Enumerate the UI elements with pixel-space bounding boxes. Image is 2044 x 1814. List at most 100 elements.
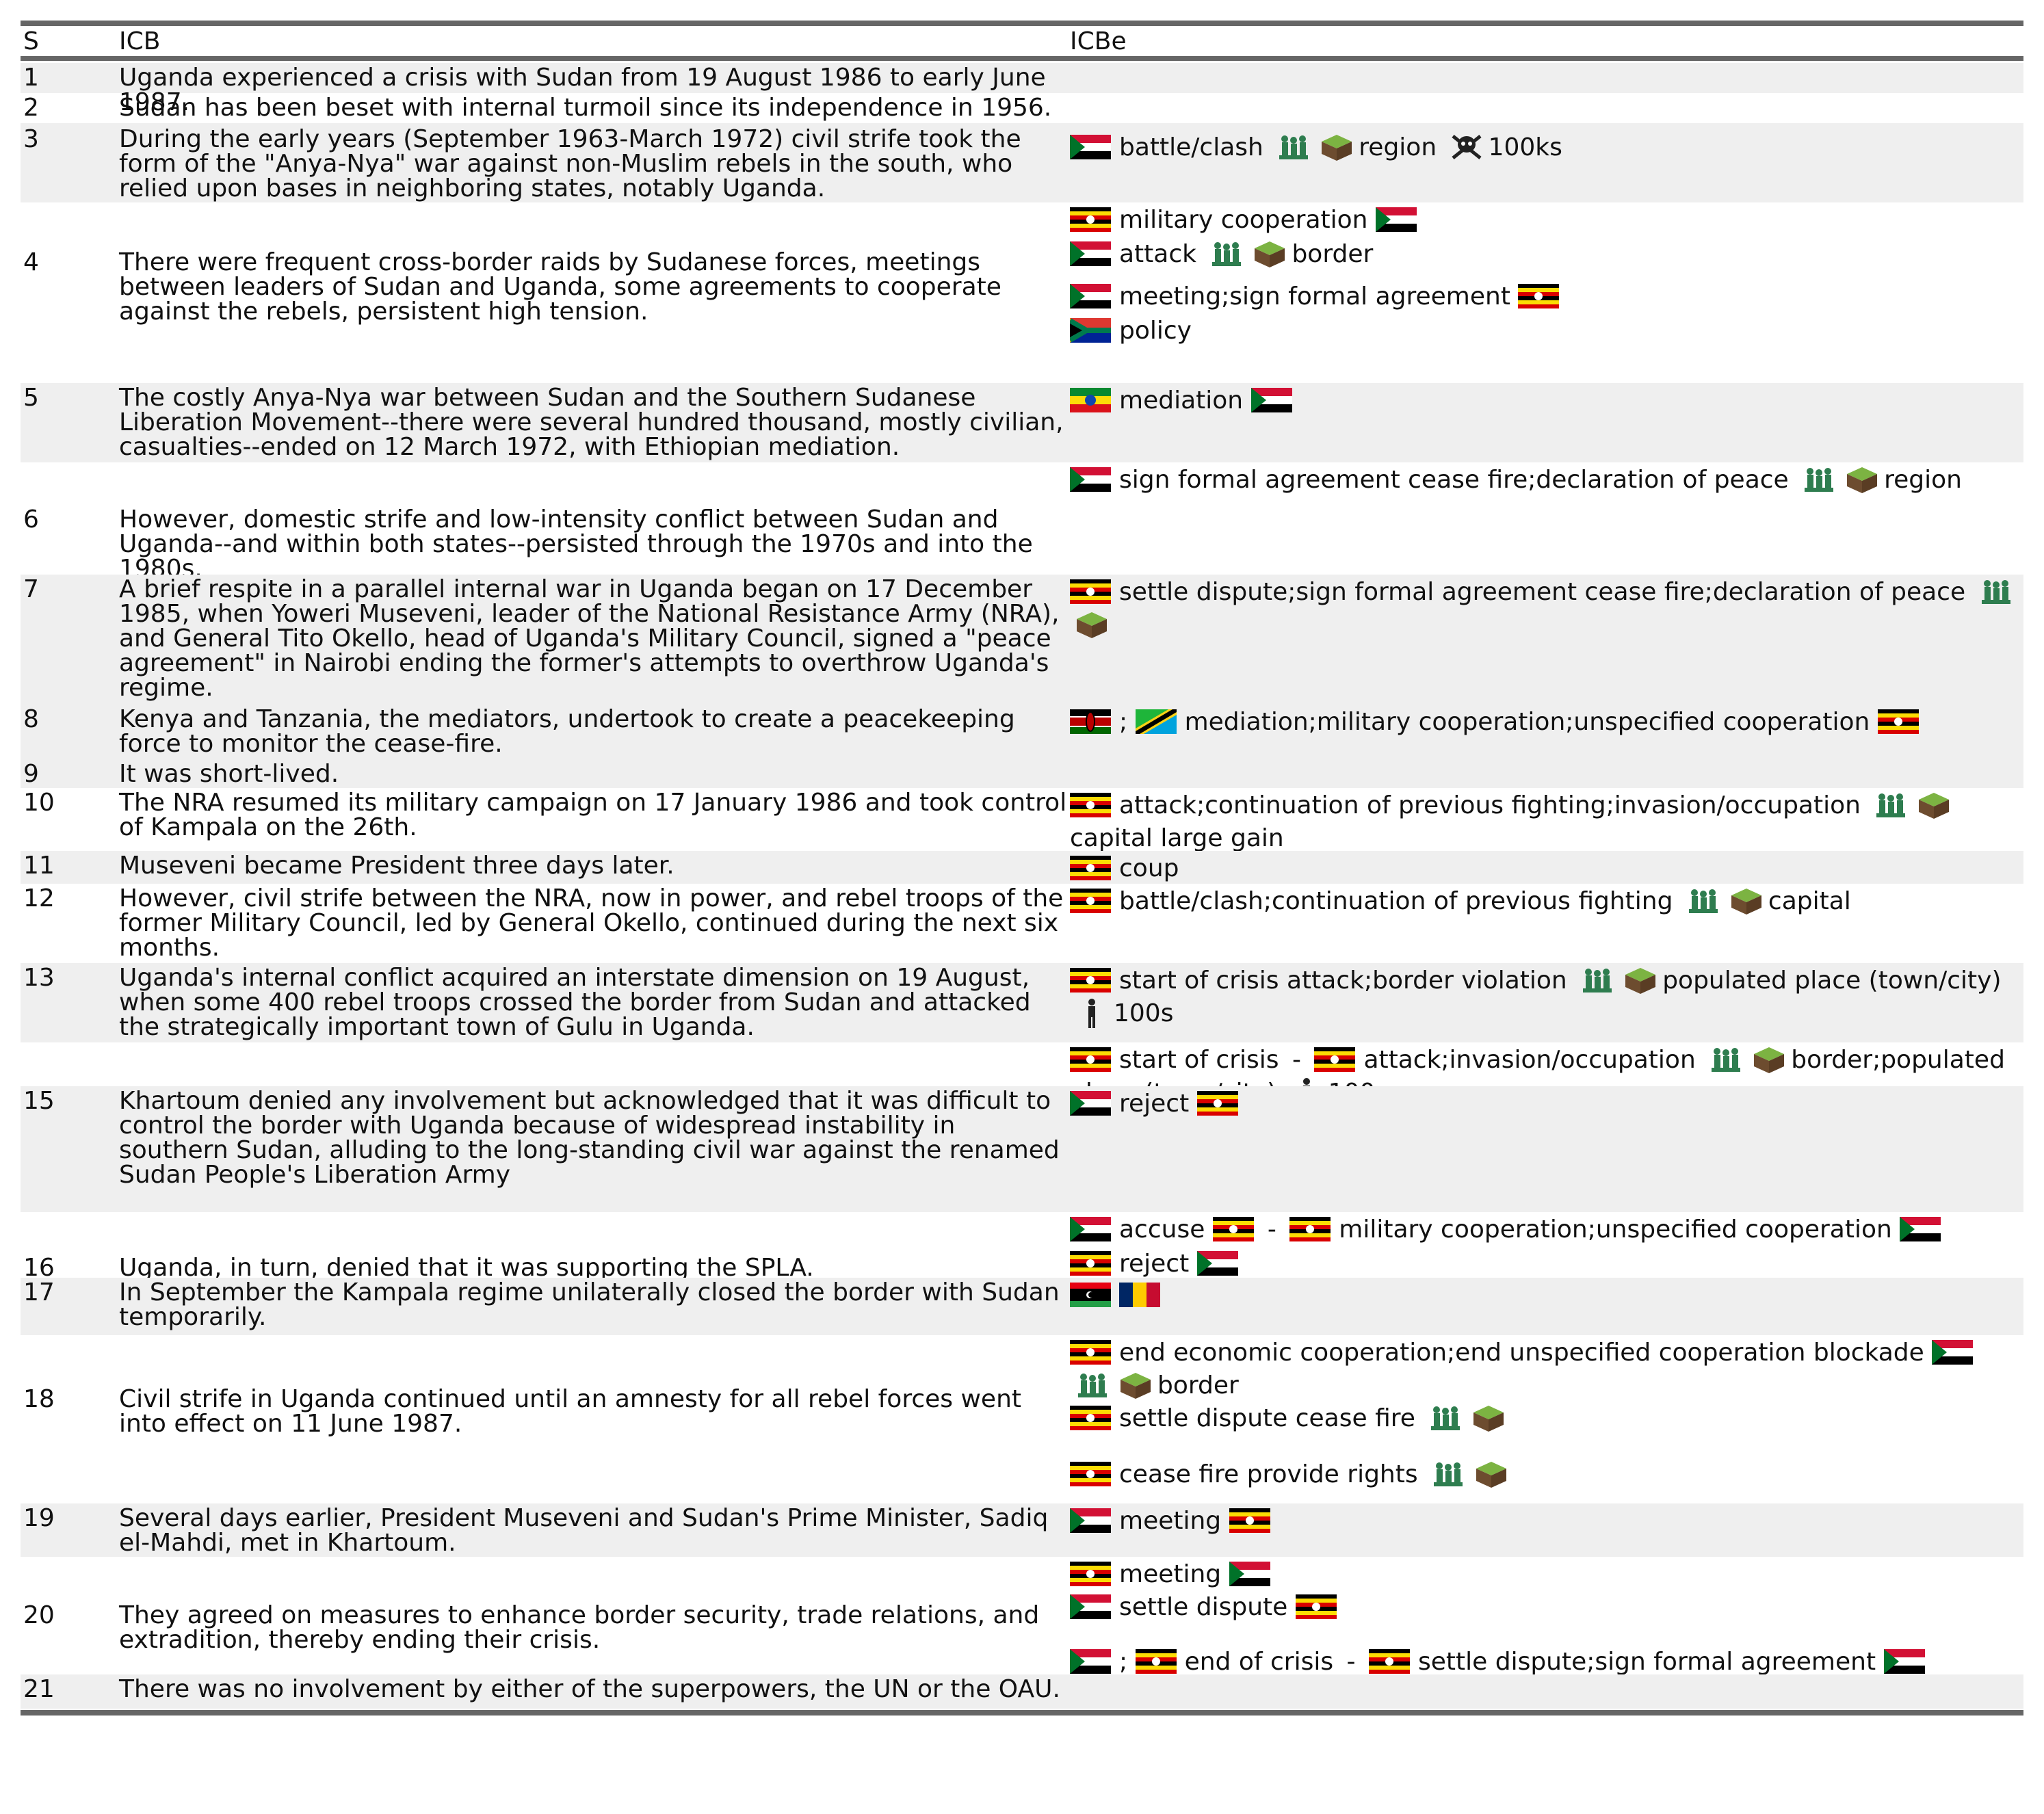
row-s-number: 16 <box>23 1254 55 1282</box>
row-icb-text: Khartoum denied any involvement but ackn… <box>119 1087 1060 1189</box>
table-row: 12 However, civil strife between the NRA,… <box>21 884 2023 963</box>
icbe-event: coup <box>1070 852 2021 885</box>
territory-icon <box>1623 965 1658 995</box>
table-bottom-rule <box>21 1710 2023 1716</box>
event-text: policy <box>1119 317 1192 345</box>
icbe-event <box>1070 1279 2021 1312</box>
row-s-number: 20 <box>23 1601 55 1629</box>
table-row: 5 The costly Anya-Nya war between Sudan a… <box>21 383 2023 462</box>
row-s-number: 18 <box>23 1385 55 1413</box>
territory-icon <box>1319 132 1354 162</box>
flag-uganda-icon <box>1212 1217 1254 1241</box>
event-text: - <box>1267 1215 1285 1244</box>
row-s-number: 11 <box>23 852 55 880</box>
icbe-event: end economic cooperation;end unspecified… <box>1070 1337 2021 1402</box>
flag-sudan-icon <box>1196 1251 1238 1276</box>
event-text: 100ks <box>1488 133 1562 161</box>
troops-icon <box>1872 790 1908 820</box>
event-text: region <box>1884 466 1962 494</box>
skull-crossbones-icon <box>1449 132 1484 162</box>
header-s: S <box>23 27 39 55</box>
flag-libya-icon <box>1070 1283 1111 1307</box>
territory-icon <box>1252 239 1287 269</box>
header-icbe: ICBe <box>1070 27 1127 55</box>
event-text: meeting <box>1119 1560 1229 1588</box>
event-text: cease fire provide rights <box>1119 1460 1426 1488</box>
row-icb-text: Kenya and Tanzania, the mediators, under… <box>119 705 1015 758</box>
territory-icon <box>1844 464 1880 495</box>
event-text: settle dispute;sign formal agreement cea… <box>1119 578 1974 606</box>
event-text: mediation <box>1119 386 1251 415</box>
flag-uganda-icon <box>1070 1251 1111 1276</box>
flag-sudan-icon <box>1070 1217 1111 1241</box>
flag-sudan-icon <box>1883 1649 1925 1674</box>
icbe-event: sign formal agreement cease fire;declara… <box>1070 464 2021 497</box>
flag-uganda-icon <box>1070 856 1111 880</box>
icbe-event: battle/clash;continuation of previous fi… <box>1070 885 2021 918</box>
row-s-number: 3 <box>23 125 39 153</box>
row-icb-text: Uganda's internal conflict acquired an i… <box>119 964 1031 1041</box>
table-row: 15 Khartoum denied any involvement but ac… <box>21 1086 2023 1212</box>
event-text: - <box>1346 1648 1363 1676</box>
table-row: 14Museveni accused Sudan of supporting t… <box>21 1042 2023 1153</box>
event-text: settle dispute <box>1119 1593 1296 1621</box>
row-s-number: 13 <box>23 964 55 992</box>
flag-sudan-icon <box>1070 467 1111 492</box>
event-text: meeting;sign formal agreement <box>1119 282 1519 311</box>
row-s-number: 6 <box>23 505 39 534</box>
event-text: settle dispute;sign formal agreement <box>1417 1648 1884 1676</box>
event-text: start of crisis attack;border violation <box>1119 967 1575 995</box>
row-s-number: 17 <box>23 1278 55 1306</box>
event-text: battle/clash <box>1119 133 1272 161</box>
row-icb-text: A brief respite in a parallel internal w… <box>119 575 1060 702</box>
row-s-number: 8 <box>23 705 39 733</box>
event-text: reject <box>1119 1090 1197 1118</box>
flag-sudan-icon <box>1229 1562 1270 1586</box>
flag-uganda-icon <box>1070 889 1111 913</box>
event-text: attack;invasion/occupation <box>1363 1046 1704 1074</box>
row-icb-text: Civil strife in Uganda continued until a… <box>119 1385 1022 1438</box>
territory-icon <box>1471 1403 1506 1433</box>
flag-sudan-icon <box>1070 284 1111 308</box>
event-text: settle dispute cease fire <box>1119 1404 1424 1432</box>
icbe-event: settle dispute cease fire <box>1070 1402 2021 1435</box>
table-row: 11 Museveni became President three days l… <box>21 851 2023 884</box>
icbe-event: policy <box>1070 315 2021 347</box>
table-row: 21 There was no involvement by either of … <box>21 1674 2023 1709</box>
table-row: 16 Uganda, in turn, denied that it was su… <box>21 1212 2023 1282</box>
event-text: region <box>1359 133 1445 161</box>
troops-icon <box>1430 1459 1465 1489</box>
row-s-number: 4 <box>23 248 39 276</box>
flag-uganda-icon <box>1368 1649 1410 1674</box>
event-text: capital large gain <box>1070 824 1284 852</box>
table-row: 4 There were frequent cross-border raids … <box>21 202 2023 383</box>
row-icb-text: They agreed on measures to enhance borde… <box>119 1601 1040 1654</box>
event-text: reject <box>1119 1250 1197 1278</box>
icbe-event: ; mediation;military cooperation;unspeci… <box>1070 706 2021 739</box>
flag-uganda-icon <box>1135 1649 1177 1674</box>
flag-ethiopia-icon <box>1070 388 1111 412</box>
event-text: ; <box>1119 1648 1136 1676</box>
event-text: populated place (town/city) <box>1662 967 2002 995</box>
event-text: attack;continuation of previous fighting… <box>1119 791 1869 819</box>
flag-uganda-icon <box>1070 1562 1111 1586</box>
row-s-number: 12 <box>23 884 55 912</box>
troops-icon <box>1208 239 1244 269</box>
flag-sudan-icon <box>1932 1340 1974 1365</box>
territory-icon <box>1729 886 1764 916</box>
icbe-event: military cooperation <box>1070 204 2021 237</box>
event-text: mediation;military cooperation;unspecifi… <box>1184 708 1878 736</box>
table-row: 7 A brief respite in a parallel internal … <box>21 575 2023 705</box>
icbe-event: meeting <box>1070 1505 2021 1538</box>
person-icon <box>1074 998 1110 1028</box>
territory-icon <box>1751 1044 1787 1075</box>
row-s-number: 7 <box>23 575 39 603</box>
event-text: coup <box>1119 854 1179 882</box>
flag-uganda-icon <box>1070 1340 1111 1365</box>
flag-uganda-icon <box>1070 1047 1111 1072</box>
row-s-number: 5 <box>23 384 39 412</box>
icbe-event: attack;continuation of previous fighting… <box>1070 789 2021 855</box>
icbe-event: settle dispute;sign formal agreement cea… <box>1070 576 2021 642</box>
flag-sudan-icon <box>1900 1217 1941 1241</box>
icb-icbe-table: S ICB ICBe 1 Uganda experienced a crisis … <box>21 21 2023 1716</box>
